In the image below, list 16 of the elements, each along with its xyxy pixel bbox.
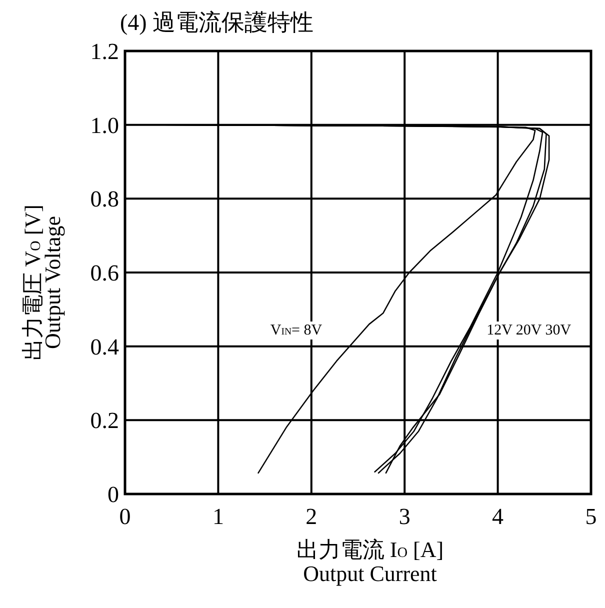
x-axis-title: 出力電流 IO [A] Output Current: [296, 537, 444, 586]
y-tick-label: 0.8: [90, 186, 119, 212]
x-tick-label: 5: [585, 504, 597, 529]
annotation: VIN= 8V: [270, 322, 322, 339]
x-tick-label: 2: [306, 504, 318, 529]
x-tick-label: 1: [212, 504, 224, 529]
y-tick-label: 1.2: [90, 39, 119, 64]
x-tick-label: 4: [492, 504, 504, 529]
y-tick-label: 0.2: [90, 408, 119, 434]
y-tick-label: 1.0: [90, 112, 119, 138]
y-tick-label: 0.4: [90, 334, 120, 360]
y-tick-label: 0: [108, 482, 119, 507]
annotation: 12V 20V 30V: [486, 322, 572, 339]
chart-title: (4) 過電流保護特性: [120, 10, 314, 35]
y-tick-label: 0.6: [90, 260, 119, 286]
x-tick-label: 3: [398, 504, 410, 529]
